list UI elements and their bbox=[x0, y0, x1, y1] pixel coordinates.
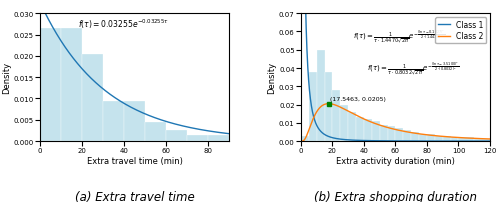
Class 1 bbox=[385, 140, 391, 142]
Class 1 bbox=[482, 140, 488, 143]
Class 1 bbox=[482, 140, 488, 143]
Class 2 bbox=[482, 138, 488, 140]
Bar bbox=[187, 135, 208, 141]
Text: $f(\tau) = 0.03255e^{-0.03255\tau}$: $f(\tau) = 0.03255e^{-0.03255\tau}$ bbox=[78, 18, 169, 31]
Class 2 bbox=[447, 136, 453, 139]
Class 1 bbox=[390, 140, 396, 142]
Class 2 bbox=[308, 124, 314, 126]
Line: Class 1: Class 1 bbox=[301, 0, 490, 141]
Bar bbox=[166, 131, 187, 141]
Line: Class 2: Class 2 bbox=[301, 104, 490, 141]
Class 2 bbox=[298, 140, 304, 143]
Bar bbox=[324, 72, 332, 141]
Bar bbox=[82, 54, 103, 141]
Bar bbox=[124, 101, 145, 141]
Y-axis label: Density: Density bbox=[2, 62, 11, 94]
Bar bbox=[348, 112, 356, 141]
Bar bbox=[427, 134, 435, 141]
Bar bbox=[458, 138, 474, 141]
Bar bbox=[356, 118, 364, 141]
Class 2 bbox=[385, 127, 391, 129]
Bar bbox=[364, 120, 372, 141]
Bar bbox=[316, 50, 324, 141]
Class 2 bbox=[326, 103, 332, 105]
Bar bbox=[404, 130, 411, 141]
Bar bbox=[419, 134, 427, 141]
Text: (b) Extra shopping duration: (b) Extra shopping duration bbox=[314, 190, 477, 202]
Class 1 bbox=[487, 140, 493, 143]
Bar bbox=[474, 140, 490, 141]
Bar bbox=[208, 135, 229, 141]
Text: $f(\tau) = \frac{1}{\tau \cdot 0.8032\sqrt{2\pi}}e^{-\frac{(\ln\tau - 3.5100)^2}: $f(\tau) = \frac{1}{\tau \cdot 0.8032\sq… bbox=[367, 60, 460, 77]
Text: (17.5463, 0.0205): (17.5463, 0.0205) bbox=[330, 97, 386, 101]
Class 2 bbox=[390, 128, 396, 130]
Bar bbox=[380, 125, 388, 141]
Y-axis label: Density: Density bbox=[267, 62, 276, 94]
Class 1 bbox=[447, 140, 453, 143]
Bar bbox=[301, 136, 309, 141]
Bar bbox=[411, 132, 419, 141]
Bar bbox=[40, 29, 61, 141]
Bar bbox=[450, 138, 458, 141]
X-axis label: Extra travel time (min): Extra travel time (min) bbox=[86, 156, 182, 165]
Bar bbox=[442, 136, 450, 141]
X-axis label: Extra activity duration (min): Extra activity duration (min) bbox=[336, 156, 455, 165]
Text: (a) Extra travel time: (a) Extra travel time bbox=[74, 190, 194, 202]
Bar bbox=[103, 101, 124, 141]
Class 2 bbox=[482, 138, 488, 140]
Bar bbox=[388, 127, 396, 141]
Class 2 bbox=[487, 138, 493, 140]
Bar bbox=[340, 105, 348, 141]
Bar bbox=[435, 136, 442, 141]
Legend: Class 1, Class 2: Class 1, Class 2 bbox=[435, 18, 486, 44]
Text: $f(\tau) = \frac{1}{\tau \cdot 1.4470\sqrt{2\pi}}e^{-\frac{(\ln\tau - 0.1027)^2}: $f(\tau) = \frac{1}{\tau \cdot 1.4470\sq… bbox=[353, 27, 446, 44]
Bar bbox=[372, 121, 380, 141]
Bar bbox=[61, 29, 82, 141]
Class 1 bbox=[308, 101, 314, 104]
Bar bbox=[332, 90, 340, 141]
Bar bbox=[396, 129, 404, 141]
Bar bbox=[309, 72, 316, 141]
Bar bbox=[145, 122, 166, 141]
